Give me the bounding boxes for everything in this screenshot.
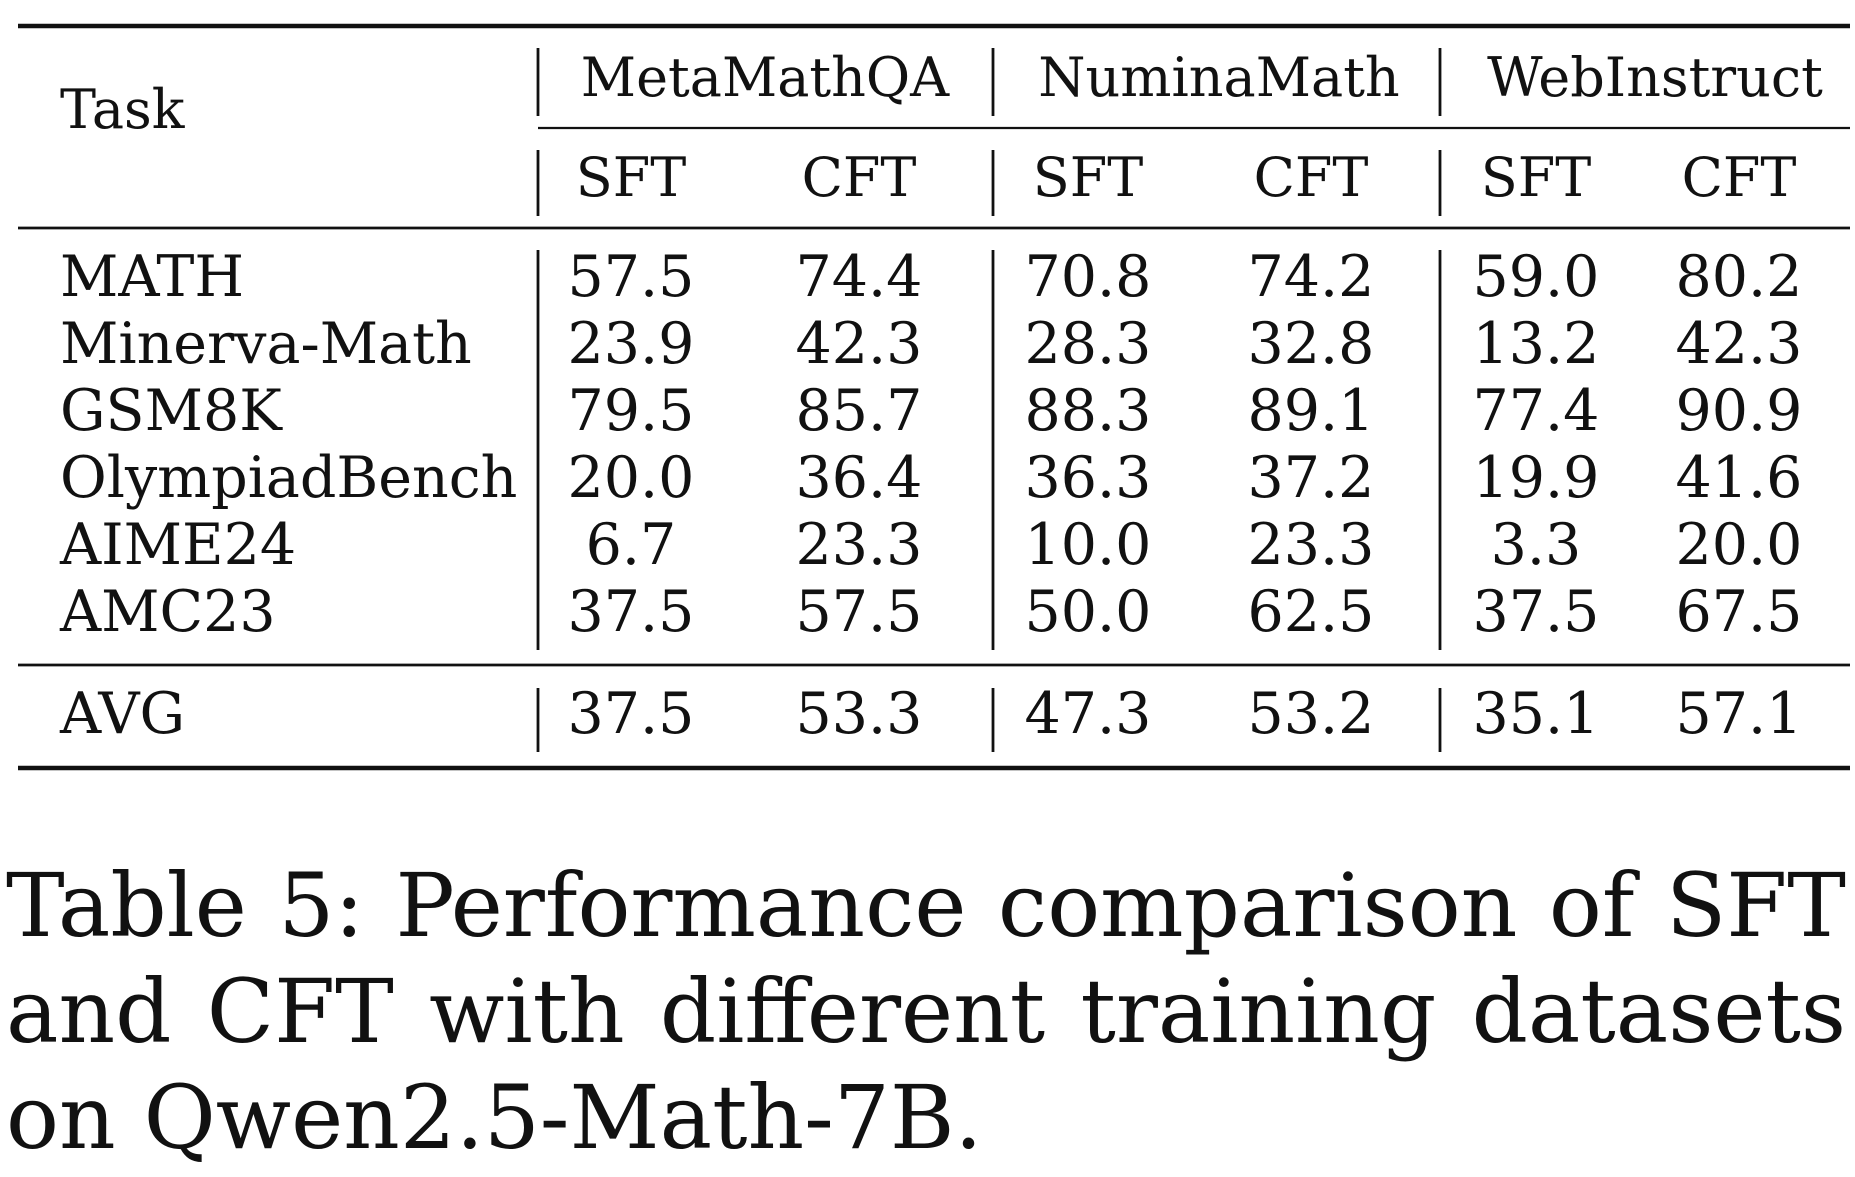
table-cell: 36.3 (1025, 445, 1152, 511)
table-cell: 23.3 (1248, 512, 1375, 578)
row-label: OlympiadBench (60, 445, 517, 511)
row-label: Minerva-Math (60, 311, 472, 377)
table-cell: 42.3 (796, 311, 923, 377)
table-cell: 41.6 (1676, 445, 1803, 511)
row-label: AIME24 (59, 512, 296, 578)
table-cell: 42.3 (1676, 311, 1803, 377)
subheader-cft: CFT (802, 146, 917, 209)
table-body: MATH 57.5 74.4 70.8 74.2 59.0 80.2 Miner… (59, 244, 1802, 645)
subheader-sft: SFT (1481, 146, 1591, 209)
table-caption: Table 5: Performance comparison of SFT a… (6, 854, 1846, 1169)
table-cell: 20.0 (1676, 512, 1803, 578)
table-cell: 6.7 (586, 512, 677, 578)
table-cell: 23.9 (568, 311, 695, 377)
row-label: AMC23 (59, 579, 276, 645)
table-cell: 62.5 (1248, 579, 1375, 645)
avg-row: AVG 37.5 53.3 47.3 53.2 35.1 57.1 (59, 681, 1802, 747)
avg-cell: 53.3 (796, 681, 923, 747)
results-table: Task MetaMathQA NuminaMath WebInstruct S… (18, 23, 1850, 771)
table-cell: 23.3 (796, 512, 923, 578)
table-cell: 57.5 (796, 579, 923, 645)
table-cell: 36.4 (796, 445, 923, 511)
avg-label: AVG (59, 681, 185, 747)
avg-cell: 37.5 (568, 681, 695, 747)
avg-cell: 35.1 (1473, 681, 1600, 747)
table-cell: 32.8 (1248, 311, 1375, 377)
table-cell: 37.2 (1248, 445, 1375, 511)
table-cell: 89.1 (1248, 378, 1375, 444)
subheader-cft: CFT (1254, 146, 1369, 209)
table-cell: 74.2 (1248, 244, 1375, 310)
group-header-numinamath: NuminaMath (1038, 46, 1399, 109)
table-cell: 90.9 (1676, 378, 1803, 444)
table-cell: 37.5 (568, 579, 695, 645)
table-cell: 13.2 (1473, 311, 1600, 377)
avg-cell: 47.3 (1025, 681, 1152, 747)
avg-cell: 53.2 (1248, 681, 1375, 747)
subheader-sft: SFT (576, 146, 686, 209)
table-cell: 10.0 (1025, 512, 1152, 578)
table-cell: 67.5 (1676, 579, 1803, 645)
avg-cell: 57.1 (1676, 681, 1803, 747)
table-cell: 19.9 (1473, 445, 1600, 511)
table-cell: 28.3 (1025, 311, 1152, 377)
row-label: GSM8K (60, 378, 283, 444)
group-header-metamathqa: MetaMathQA (581, 46, 950, 109)
table-cell: 77.4 (1473, 378, 1600, 444)
row-label: MATH (60, 244, 244, 310)
table-cell: 37.5 (1473, 579, 1600, 645)
subheader-sft: SFT (1033, 146, 1143, 209)
table-cell: 59.0 (1473, 244, 1600, 310)
table-cell: 3.3 (1491, 512, 1582, 578)
table-cell: 79.5 (568, 378, 695, 444)
table-cell: 85.7 (796, 378, 923, 444)
table-cell: 70.8 (1025, 244, 1152, 310)
table-cell: 57.5 (568, 244, 695, 310)
table-cell: 74.4 (796, 244, 923, 310)
table-cell: 80.2 (1676, 244, 1803, 310)
table-cell: 20.0 (568, 445, 695, 511)
table-cell: 50.0 (1025, 579, 1152, 645)
table-cell: 88.3 (1025, 378, 1152, 444)
column-separators (536, 48, 1442, 752)
task-header: Task (60, 78, 186, 141)
group-header-webinstruct: WebInstruct (1487, 46, 1823, 109)
subheader-cft: CFT (1682, 146, 1797, 209)
